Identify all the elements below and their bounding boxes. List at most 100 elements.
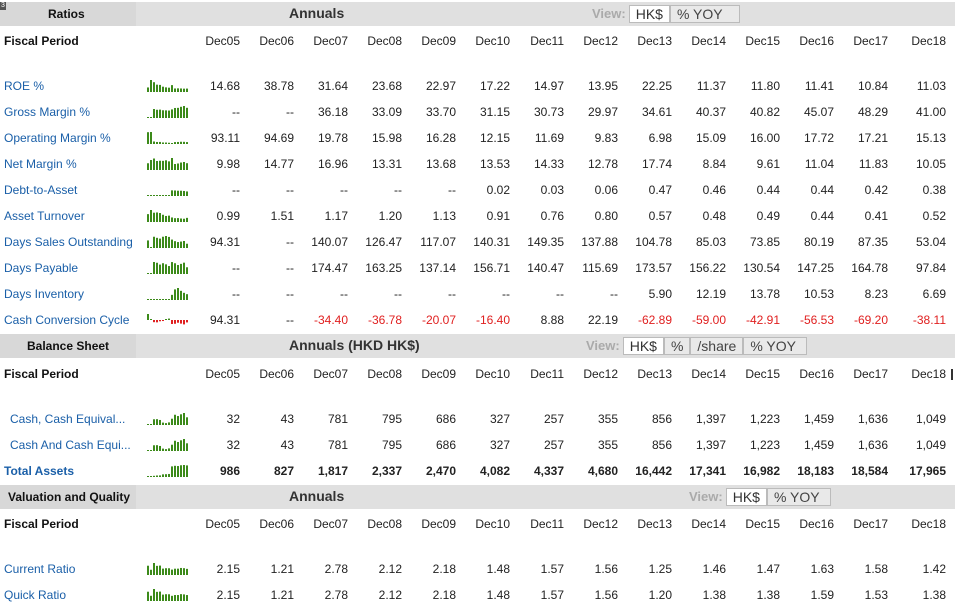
sparkline-bar: [162, 474, 164, 477]
value-cell: 8.88: [540, 313, 564, 327]
row-label-link[interactable]: Net Margin %: [4, 157, 77, 171]
value-cell: --: [502, 287, 510, 301]
value-cell: 1.57: [540, 588, 564, 602]
value-cell: 14.33: [533, 157, 564, 171]
valuation-annuals-label: Annuals: [289, 488, 345, 504]
balance-view-percent-button[interactable]: %: [663, 337, 691, 355]
value-cell: 156.71: [473, 261, 510, 275]
sparkline-bar: [150, 80, 152, 92]
sparkline-bar: [153, 475, 155, 477]
sparkline-bar: [171, 190, 173, 196]
value-cell: 6.69: [922, 287, 946, 301]
period-header-cell: Dec11: [530, 367, 564, 381]
value-cell: 1,397: [695, 412, 726, 426]
sparkline-bar: [156, 419, 158, 425]
sparkline-icon: [147, 288, 188, 300]
value-cell: 36.18: [317, 105, 348, 119]
ratios-view-hkd-button[interactable]: HK$: [628, 5, 670, 23]
period-header-cell: Dec09: [421, 34, 456, 48]
value-cell: 0.49: [756, 209, 780, 223]
value-cell: 33.09: [371, 105, 402, 119]
value-cell: -36.78: [367, 313, 402, 327]
row-label-link[interactable]: Days Sales Outstanding: [4, 235, 133, 249]
row-label-link[interactable]: ROE %: [4, 79, 45, 93]
value-cell: -38.11: [912, 313, 946, 327]
row-label-link[interactable]: Operating Margin %: [4, 131, 111, 145]
row-label-link[interactable]: Quick Ratio: [4, 588, 67, 602]
value-cell: 115.69: [582, 261, 618, 275]
sparkline-bar: [147, 273, 149, 274]
table-row: Asset Turnover 0.99 1.51 1.17 1.20 1.13 0.91 0.…: [0, 205, 955, 227]
period-header-cell: Dec09: [421, 367, 456, 381]
sparkline-icon: [147, 262, 188, 274]
value-cell: --: [610, 287, 618, 301]
value-cell: 16,982: [743, 464, 780, 478]
value-cell: 0.38: [922, 183, 946, 197]
table-row: Current Ratio 2.15 1.21 2.78 2.12 2.18 1.48 1.5…: [0, 558, 955, 580]
value-cell: 18,584: [851, 464, 888, 478]
balance-annuals-label: Annuals (HKD HK$): [289, 337, 420, 353]
row-label-link[interactable]: Debt-to-Asset: [4, 183, 78, 197]
row-label-link[interactable]: Asset Turnover: [4, 209, 85, 223]
value-cell: 1,223: [749, 412, 780, 426]
value-cell: 23.68: [371, 79, 402, 93]
value-cell: 9.98: [216, 157, 240, 171]
sparkline-bar: [159, 264, 161, 274]
sparkline-bar: [153, 262, 155, 274]
ratios-view-yoy-button[interactable]: % YOY: [669, 5, 740, 23]
value-cell: 1,636: [857, 438, 888, 452]
row-label-link[interactable]: Days Inventory: [4, 287, 85, 301]
sparkline-bar: [186, 595, 188, 601]
balance-sheet-header: Balance Sheet Annuals (HKD HK$) View: HK$…: [0, 334, 955, 358]
balance-view-share-button[interactable]: /share: [690, 337, 744, 355]
valuation-view-yoy-button[interactable]: % YOY: [766, 488, 831, 506]
sparkline-bar: [150, 117, 152, 118]
valuation-view-toggle: View: HK$% YOY: [689, 488, 831, 506]
value-cell: 4,337: [533, 464, 564, 478]
balance-view-yoy-button[interactable]: % YOY: [743, 337, 808, 355]
sparkline-bar: [156, 591, 158, 601]
row-label-link[interactable]: Total Assets: [4, 464, 75, 478]
sparkline-bar: [156, 565, 158, 575]
valuation-view-hkd-button[interactable]: HK$: [725, 488, 767, 506]
sparkline-bar: [168, 422, 170, 425]
sparkline-bar: [162, 142, 164, 144]
value-cell: 30.73: [533, 105, 564, 119]
value-cell: 13.78: [749, 287, 780, 301]
value-cell: 2.78: [324, 562, 348, 576]
row-label-link[interactable]: Current Ratio: [4, 562, 76, 576]
value-cell: 0.91: [486, 209, 510, 223]
sparkline-bar: [183, 292, 185, 300]
balance-view-hkd-button[interactable]: HK$: [622, 337, 664, 355]
table-row: Cash, Cash Equival... 32 43 781 795 686 327 257…: [0, 408, 955, 430]
ratios-view-toggle: View: HK$% YOY: [592, 5, 740, 23]
sparkline-bar: [165, 215, 167, 222]
sparkline-bar: [150, 247, 152, 248]
sparkline-bar: [180, 241, 182, 248]
value-cell: 1.63: [810, 562, 834, 576]
sparkline-bar: [159, 84, 161, 92]
sparkline-bar: [147, 240, 149, 248]
value-cell: 1.57: [540, 562, 564, 576]
sparkline-bar: [147, 163, 149, 170]
value-cell: 0.57: [648, 209, 672, 223]
value-cell: 40.82: [749, 105, 780, 119]
period-header-cell: Dec16: [799, 367, 834, 381]
sparkline-bar: [156, 212, 158, 222]
value-cell: 686: [435, 438, 456, 452]
sparkline-bar: [171, 466, 173, 477]
sparkline-bar: [156, 262, 158, 274]
row-label-link[interactable]: Days Payable: [4, 261, 79, 275]
row-label-link[interactable]: Gross Margin %: [4, 105, 91, 119]
row-label-link[interactable]: Cash And Cash Equi...: [10, 438, 131, 452]
row-label-link[interactable]: Cash Conversion Cycle: [4, 313, 130, 327]
sparkline-bar: [171, 217, 173, 222]
value-cell: 1,817: [317, 464, 348, 478]
sparkline-bar: [162, 263, 164, 274]
sparkline-bar: [183, 106, 185, 118]
period-header-cell: Dec08: [367, 34, 402, 48]
row-label-link[interactable]: Cash, Cash Equival...: [10, 412, 126, 426]
sparkline-bar: [186, 417, 188, 425]
sparkline-bar: [153, 563, 155, 575]
value-cell: 0.41: [864, 209, 888, 223]
